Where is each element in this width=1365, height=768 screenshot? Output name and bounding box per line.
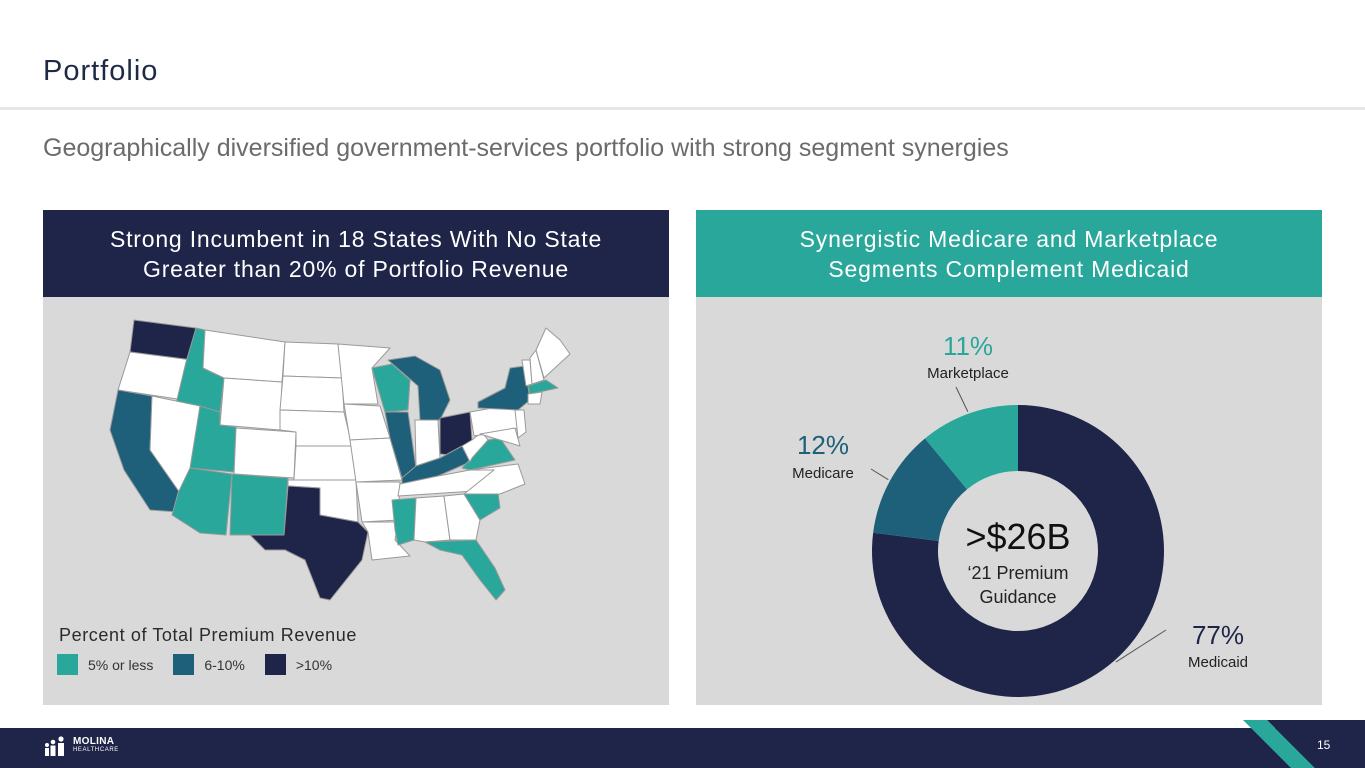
donut-center-value: >$26B [965,516,1070,557]
state-NH [529,349,545,385]
segments-heading-line1: Synergistic Medicare and Marketplace [799,225,1219,252]
legend-item-mid: 6-10% [173,654,245,675]
state-TX [249,485,369,601]
logo-sub-text: HEALTHCARE [73,747,119,753]
data-label-marketplace: 11% [943,331,993,361]
category-label-medicare: Medicare [792,465,854,482]
segments-heading-line2: Segments Complement Medicaid [828,255,1190,282]
states-panel: Strong Incumbent in 18 States With No St… [43,210,669,705]
legend-swatch-low [57,654,78,675]
state-MD [479,427,521,447]
state-NY [477,365,531,411]
segments-panel: Synergistic Medicare and Marketplace Seg… [696,210,1322,705]
legend-title: Percent of Total Premium Revenue [59,625,358,645]
molina-logo: MOLINA HEALTHCARE [44,736,119,756]
legend-label-mid: 6-10% [204,656,245,673]
state-CT [527,391,543,405]
donut-center-label-line2: Guidance [979,587,1056,607]
state-KS [293,445,357,481]
states-heading-line1: Strong Incumbent in 18 States With No St… [109,225,603,252]
category-label-medicaid: Medicaid [1188,654,1248,671]
state-WY [219,377,283,431]
legend-swatch-high [264,654,286,675]
legend-item-low: 5% or less [57,654,153,675]
state-NM [229,473,289,536]
legend-swatch-mid [173,654,195,675]
state-FL [424,539,506,601]
state-NC [463,463,526,495]
states-panel-heading: Strong Incumbent in 18 States With No St… [43,210,669,297]
footer-accent [1243,720,1365,768]
state-MT [202,329,286,383]
states-heading-line2: Greater than 20% of Portfolio Revenue [143,255,569,282]
page-number: 15 [1317,738,1331,752]
state-NJ [514,409,527,439]
legend-label-high: >10% [295,656,333,673]
state-CO [233,427,297,479]
state-WV [461,431,489,463]
segments-panel-heading: Synergistic Medicare and Marketplace Seg… [696,210,1322,297]
data-label-medicaid: 77% [1192,620,1244,650]
state-SD [279,375,345,413]
donut-slice-medicare [873,438,968,541]
state-MS [391,497,417,546]
leader-line-marketplace [955,386,969,412]
state-MN [337,343,391,405]
donut-center-label-line1: ‘21 Premium [967,563,1068,583]
state-AL [413,495,451,543]
legend-label-low: 5% or less [88,656,154,673]
state-MI [387,355,451,421]
us-states-map [109,319,571,601]
legend-item-high: >10% [264,654,333,675]
donut-slice-medicaid [872,405,1164,697]
state-MA [527,379,559,395]
category-label-marketplace: Marketplace [927,365,1009,382]
data-label-medicare: 12% [797,430,849,460]
people-logo-icon [44,736,70,756]
leader-line-medicare [870,468,889,481]
leader-line-medicaid [1115,629,1167,663]
donut-slice-marketplace [924,405,1018,490]
state-ME [535,327,571,379]
footer-bar [0,728,1365,768]
state-IA [343,403,391,441]
map-legend: 5% or less 6-10% >10% [57,654,352,675]
page-title: Portfolio [43,55,159,87]
title-divider [0,107,1365,110]
page-subtitle: Geographically diversified government-se… [43,134,1009,162]
premium-donut-chart: 77% Medicaid 12% Medicare 11% Marketplace >$26… [792,331,1248,697]
state-ND [282,341,343,379]
logo-main-text: MOLINA [73,736,115,747]
state-WI [371,363,411,413]
